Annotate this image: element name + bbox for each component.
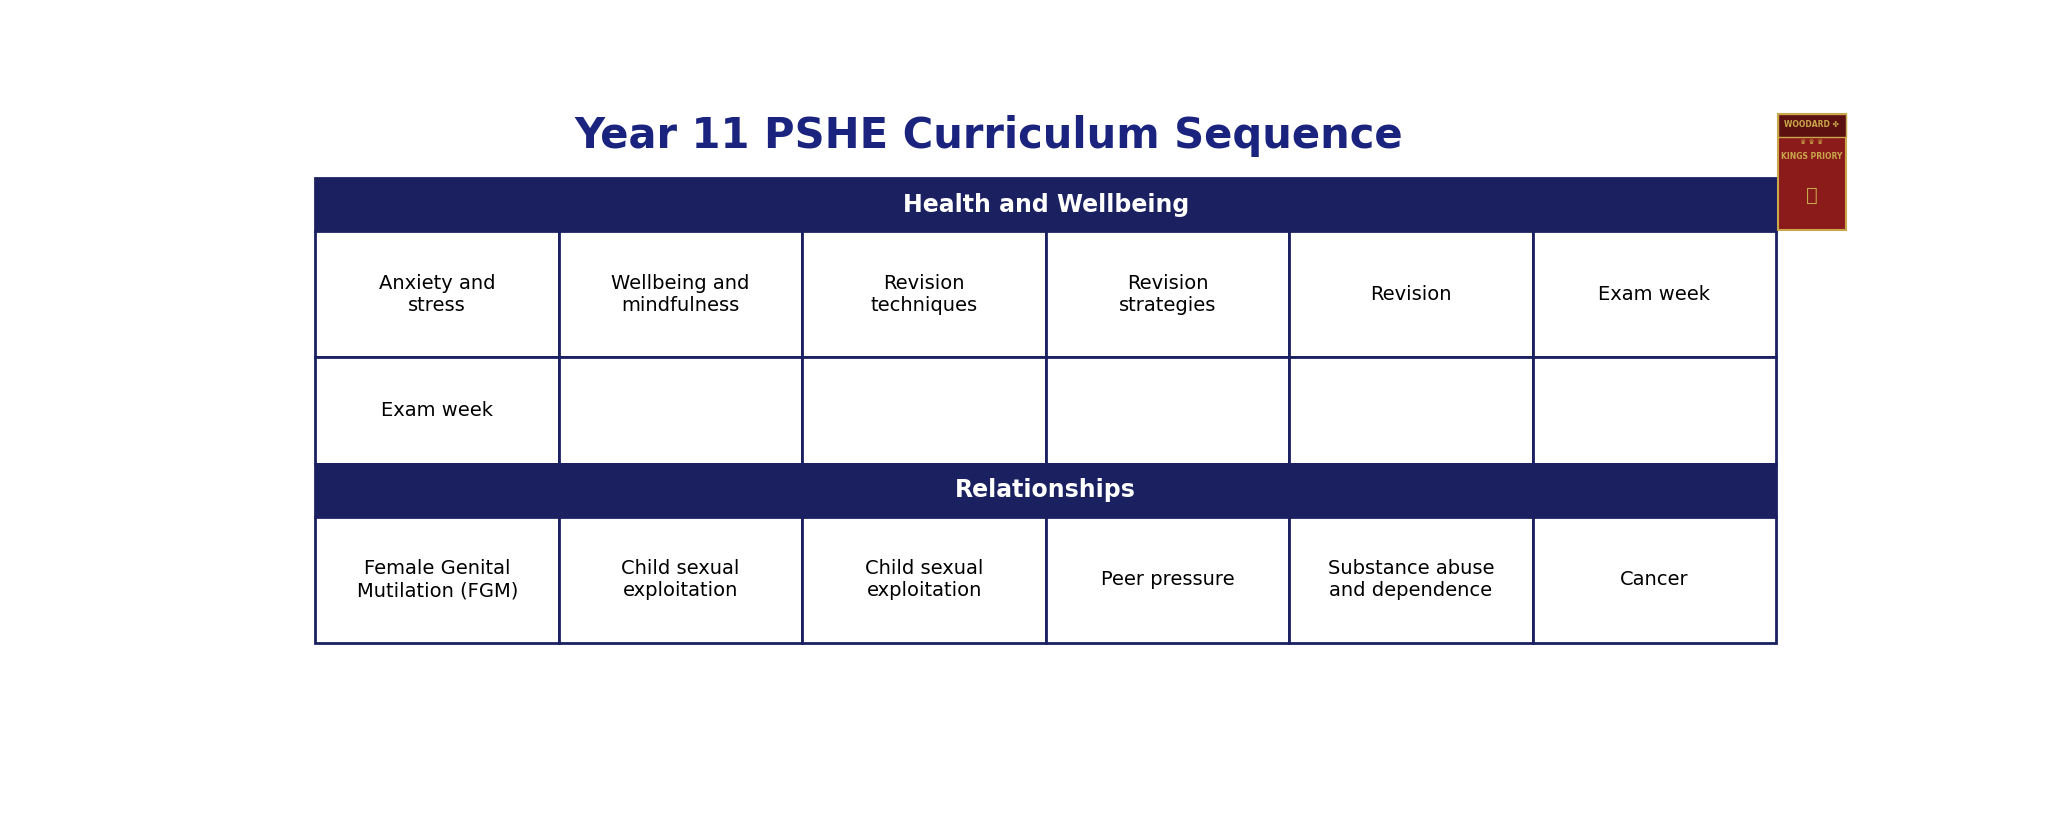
Text: Revision: Revision [1369,284,1451,304]
Bar [1534,357,1776,464]
Bar [1045,232,1289,357]
Bar [316,232,558,357]
Text: Exam week: Exam week [382,401,493,420]
Text: Health and Wellbeing: Health and Wellbeing [903,193,1189,216]
Bar [316,178,1776,232]
Text: Wellbeing and
mindfulness: Wellbeing and mindfulness [612,274,749,315]
Text: Substance abuse
and dependence: Substance abuse and dependence [1328,560,1495,600]
Bar [803,357,1045,464]
Text: 🏛: 🏛 [1807,185,1817,205]
Text: Peer pressure: Peer pressure [1100,571,1234,589]
Text: KINGS PRIORY: KINGS PRIORY [1782,152,1844,161]
Bar [1778,113,1846,230]
Bar [316,357,558,464]
Bar [1534,232,1776,357]
Text: WOODARD ✤: WOODARD ✤ [1784,120,1839,129]
Text: Year 11 PSHE Curriculum Sequence: Year 11 PSHE Curriculum Sequence [575,115,1402,157]
Bar [316,464,1776,517]
Text: ♛ ♛ ♛: ♛ ♛ ♛ [1800,138,1823,144]
Text: Child sexual
exploitation: Child sexual exploitation [622,560,739,600]
Bar [1778,113,1846,137]
Text: Revision
strategies: Revision strategies [1119,274,1215,315]
Text: Relationships: Relationships [955,478,1135,503]
Text: Child sexual
exploitation: Child sexual exploitation [864,560,983,600]
Text: Cancer: Cancer [1620,571,1690,589]
Bar [1289,357,1534,464]
Text: Anxiety and
stress: Anxiety and stress [380,274,495,315]
Bar [1045,357,1289,464]
Bar [558,232,803,357]
Bar [803,517,1045,643]
Bar [1045,517,1289,643]
Bar [1534,517,1776,643]
Bar [1289,232,1534,357]
Bar [316,517,558,643]
Text: Female Genital
Mutilation (FGM): Female Genital Mutilation (FGM) [357,560,517,600]
Bar [558,357,803,464]
Text: Revision
techniques: Revision techniques [870,274,977,315]
Text: Exam week: Exam week [1599,284,1710,304]
Bar [1289,517,1534,643]
Bar [558,517,803,643]
Bar [803,232,1045,357]
